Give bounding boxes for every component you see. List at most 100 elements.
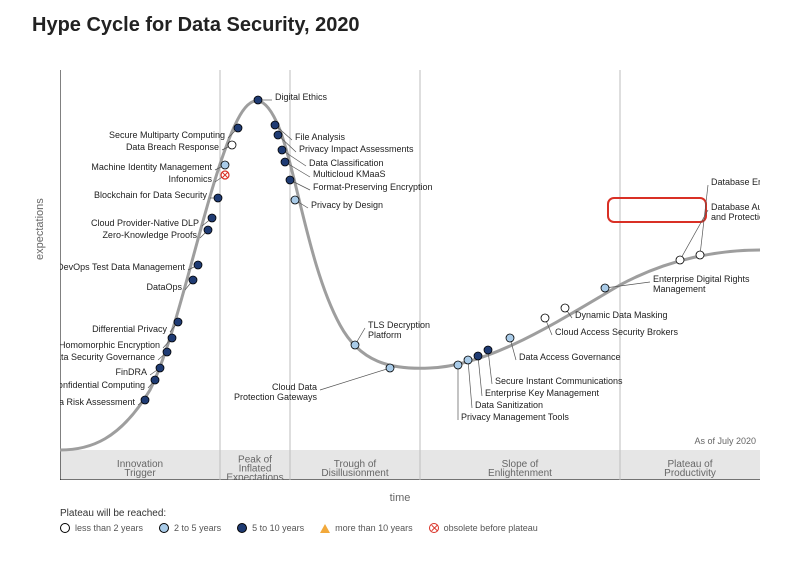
point-label: Privacy by Design <box>311 200 383 210</box>
phase-label: Productivity <box>664 468 716 479</box>
phase-label: Trigger <box>124 468 156 479</box>
marker <box>208 214 216 222</box>
point-label: TLS Decryption <box>368 320 430 330</box>
marker <box>234 124 242 132</box>
point-label: Confidential Computing <box>60 380 145 390</box>
marker <box>464 356 472 364</box>
point-label: DataOps <box>146 282 182 292</box>
point-label: Data Security Governance <box>60 352 155 362</box>
marker <box>156 364 164 372</box>
highlight-box <box>608 198 706 222</box>
chart-title: Hype Cycle for Data Security, 2020 <box>32 14 360 37</box>
marker <box>214 194 222 202</box>
marker <box>274 131 282 139</box>
point-label: Platform <box>368 330 402 340</box>
point-label: Privacy Impact Assessments <box>299 144 414 154</box>
phase-band <box>60 450 760 480</box>
phase-label: Enlightenment <box>488 468 552 479</box>
marker <box>541 314 549 322</box>
point-label: Format-Preserving Encryption <box>313 182 433 192</box>
point-label: Data Breach Response <box>126 142 219 152</box>
legend-label: less than 2 years <box>75 523 143 533</box>
point-label: Multicloud KMaaS <box>313 169 386 179</box>
leader-line <box>468 360 472 408</box>
legend-item: obsolete before plateau <box>429 523 538 533</box>
hype-cycle-chart: InnovationTriggerPeak ofInflatedExpectat… <box>60 70 760 480</box>
legend-swatch-obsolete <box>429 523 439 533</box>
leader-line <box>700 185 708 255</box>
marker <box>696 251 704 259</box>
legend-swatch-circle <box>159 523 169 533</box>
marker <box>386 364 394 372</box>
marker <box>484 346 492 354</box>
x-axis-label: time <box>0 492 800 504</box>
marker <box>454 361 462 369</box>
point-label: Secure Instant Communications <box>495 376 623 386</box>
legend-item: more than 10 years <box>320 523 413 533</box>
point-label: Differential Privacy <box>92 324 167 334</box>
point-label: Homomorphic Encryption <box>60 340 160 350</box>
point-label: Infonomics <box>168 174 212 184</box>
point-label: and Protection <box>711 212 760 222</box>
marker <box>676 256 684 264</box>
legend-title: Plateau will be reached: <box>60 508 538 519</box>
point-label: Blockchain for Data Security <box>94 190 208 200</box>
leader-line <box>680 210 708 260</box>
marker <box>281 158 289 166</box>
point-label: Protection Gateways <box>234 392 318 402</box>
legend-label: more than 10 years <box>335 523 413 533</box>
marker <box>204 226 212 234</box>
leader-line <box>605 282 650 288</box>
legend-swatch-circle <box>60 523 70 533</box>
marker <box>506 334 514 342</box>
point-label: Data Access Governance <box>519 352 621 362</box>
legend-label: obsolete before plateau <box>444 523 538 533</box>
marker <box>163 348 171 356</box>
legend-label: 2 to 5 years <box>174 523 221 533</box>
point-label: Data Risk Assessment <box>60 397 135 407</box>
marker <box>254 96 262 104</box>
point-label: FinDRA <box>115 367 147 377</box>
marker <box>601 284 609 292</box>
point-label: Zero-Knowledge Proofs <box>102 230 197 240</box>
marker-obsolete <box>221 171 229 179</box>
point-label: Cloud Access Security Brokers <box>555 327 679 337</box>
marker <box>474 352 482 360</box>
page: Hype Cycle for Data Security, 2020 expec… <box>0 0 800 561</box>
marker <box>168 334 176 342</box>
legend-row: less than 2 years 2 to 5 years 5 to 10 yea… <box>60 523 538 533</box>
y-axis-label: expectations <box>34 198 46 260</box>
point-label: Enterprise Digital Rights <box>653 274 750 284</box>
legend-swatch-circle <box>237 523 247 533</box>
point-label: Database Encryption <box>711 177 760 187</box>
phase-label: Disillusionment <box>321 468 388 479</box>
point-label: Digital Ethics <box>275 92 328 102</box>
point-label: Enterprise Key Management <box>485 388 600 398</box>
legend: Plateau will be reached: less than 2 yea… <box>60 508 538 533</box>
legend-item: less than 2 years <box>60 523 143 533</box>
point-label: Privacy Management Tools <box>461 412 569 422</box>
point-label: File Analysis <box>295 132 346 142</box>
marker <box>271 121 279 129</box>
marker <box>151 376 159 384</box>
marker <box>221 161 229 169</box>
marker <box>174 318 182 326</box>
point-label: Database Audit <box>711 202 760 212</box>
marker <box>561 304 569 312</box>
phase-label: Expectations <box>226 473 283 481</box>
legend-label: 5 to 10 years <box>252 523 304 533</box>
leader-line <box>320 368 390 390</box>
leader-line <box>478 356 482 396</box>
point-label: Data Sanitization <box>475 400 543 410</box>
marker <box>194 261 202 269</box>
marker <box>141 396 149 404</box>
point-label: DevOps Test Data Management <box>60 262 185 272</box>
point-label: Management <box>653 284 706 294</box>
marker <box>291 196 299 204</box>
marker <box>278 146 286 154</box>
marker <box>351 341 359 349</box>
marker <box>286 176 294 184</box>
marker <box>228 141 236 149</box>
legend-item: 2 to 5 years <box>159 523 221 533</box>
point-label: Data Classification <box>309 158 384 168</box>
